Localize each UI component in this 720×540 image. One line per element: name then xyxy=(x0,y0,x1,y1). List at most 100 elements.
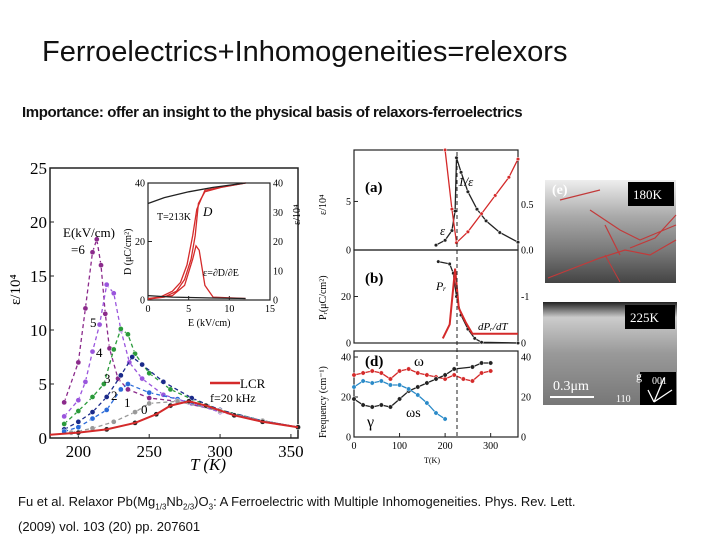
data-point-ω xyxy=(442,376,448,382)
data-point-ε xyxy=(433,243,439,248)
panel-d-ylabel: Frequency (cm⁻¹) xyxy=(318,366,329,438)
data-point-ω xyxy=(488,368,494,374)
series-line-eps-reference xyxy=(147,294,246,300)
y-tick-label: 10 xyxy=(30,321,47,340)
y-right-tick-label: 0 xyxy=(273,296,278,307)
data-point-4 xyxy=(89,394,96,400)
data-point-6 xyxy=(125,386,131,393)
y-right-tick-label: 40 xyxy=(521,353,531,364)
data-point-6 xyxy=(82,305,89,312)
data-point-3 xyxy=(118,372,124,379)
data-point-5 xyxy=(82,378,89,385)
inset-ylabel-right: ε/10⁴ xyxy=(292,204,303,225)
data-point-2 xyxy=(103,407,110,413)
axis-g: g xyxy=(636,369,642,383)
temp-225k: 225K xyxy=(630,310,660,325)
x-tick-label: 100 xyxy=(392,441,407,452)
data-point-1/ε xyxy=(506,175,511,180)
series-line-1 xyxy=(71,400,299,434)
data-point-ωs xyxy=(442,416,448,422)
data-point-4 xyxy=(61,421,68,427)
y-tick-label: 15 xyxy=(30,267,47,286)
data-point-ωs xyxy=(397,382,403,388)
data-point-4 xyxy=(101,381,107,387)
label-e6: =6 xyxy=(71,242,85,257)
y-right-tick-label: 0 xyxy=(521,339,526,350)
y-tick-label: 20 xyxy=(135,237,145,248)
data-point-1/ε xyxy=(443,147,448,153)
y-right-tick-label: 0.0 xyxy=(521,246,534,257)
data-point-ω xyxy=(424,372,430,378)
data-point-6 xyxy=(146,395,153,401)
citation-text: )O xyxy=(194,494,209,509)
data-point-2 xyxy=(146,389,153,396)
slide-subtitle: Importance: offer an insight to the phys… xyxy=(22,104,523,121)
x-tick-label: 300 xyxy=(207,442,233,461)
x-tick-label: 5 xyxy=(186,304,191,315)
series-line-1/ε xyxy=(444,149,519,245)
main-ylabel: ε/10⁴ xyxy=(8,274,24,305)
inset-d-label: D xyxy=(202,204,213,219)
data-point-3 xyxy=(139,361,145,368)
data-point-ε xyxy=(484,218,489,223)
data-point-Pr xyxy=(479,340,484,345)
label-e0: 0 xyxy=(141,402,148,417)
panel-a-chart: 0 5 0.0 0.5 xyxy=(346,147,534,257)
data-point-ε xyxy=(474,207,480,212)
y-right-tick-label: 40 xyxy=(273,179,283,190)
data-point-ε xyxy=(515,240,521,245)
panel-a-eps: ε xyxy=(440,223,446,238)
y-right-tick-label: 20 xyxy=(521,393,531,404)
data-point-ε xyxy=(443,238,448,243)
data-point-3 xyxy=(75,418,82,425)
y-tick-label: 20 xyxy=(30,213,47,232)
data-point-6 xyxy=(102,310,109,317)
x-tick-label: 0 xyxy=(352,441,357,452)
panel-b-chart: 0 20 0 -1 xyxy=(341,249,529,350)
x-tick-label: 250 xyxy=(136,442,162,461)
y-tick-label: 20 xyxy=(341,393,351,404)
panel-b-dpdt: dPᵣ/dT xyxy=(478,321,508,333)
data-point-ω xyxy=(469,378,475,384)
panel-b-pr: Pᵣ xyxy=(435,279,446,293)
data-point-6 xyxy=(61,399,68,406)
data-point-ωs xyxy=(406,386,412,392)
y-tick-label: 25 xyxy=(30,159,47,178)
legend-frequency: f=20 kHz xyxy=(210,391,256,405)
data-point-1/ε xyxy=(515,157,521,162)
y-right-tick-label: 10 xyxy=(273,266,283,277)
data-point-Pr xyxy=(515,340,521,346)
y-right-tick-label: 0.5 xyxy=(521,200,534,211)
data-point-ε xyxy=(497,230,502,235)
data-point-2 xyxy=(75,424,82,431)
series-line-LCR xyxy=(49,400,299,436)
panel-d-xlabel: T(K) xyxy=(424,456,440,465)
crystal-axes-icon xyxy=(647,377,673,403)
y-tick-label: 0 xyxy=(346,246,351,257)
data-point-γ xyxy=(488,360,494,366)
data-point-Pr xyxy=(472,336,477,341)
series-line-dPr/dT xyxy=(441,268,518,339)
data-point-3 xyxy=(89,409,96,415)
data-point-ω xyxy=(369,368,375,374)
data-point-1 xyxy=(132,409,138,415)
data-point-3 xyxy=(129,354,136,360)
data-point-5 xyxy=(61,413,68,420)
series-line-D-reference xyxy=(147,182,246,205)
data-point-5 xyxy=(96,321,103,328)
label-e5: 5 xyxy=(90,315,97,330)
data-point-1 xyxy=(146,400,153,407)
inset-temperature: T=213K xyxy=(157,212,192,223)
data-point-6 xyxy=(98,262,104,269)
data-point-ω xyxy=(351,372,357,378)
data-point-γ xyxy=(442,372,448,378)
series-line-eps xyxy=(147,244,246,300)
data-point-6 xyxy=(75,359,82,366)
axis-110: 110 xyxy=(616,394,631,405)
data-point-3 xyxy=(103,394,110,400)
y-tick-label: 20 xyxy=(341,292,351,303)
data-point-ωs xyxy=(433,410,439,416)
citation-text: : A Ferroelectric with Multiple Inhomoge… xyxy=(213,494,576,509)
